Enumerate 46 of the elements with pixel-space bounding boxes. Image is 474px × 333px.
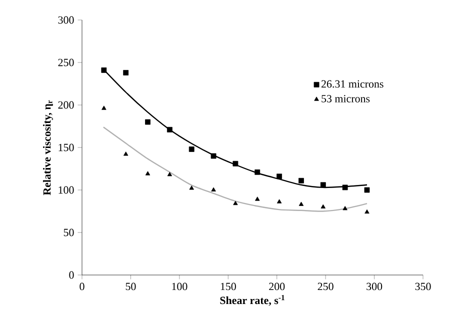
x-tick-label: 200: [269, 282, 285, 290]
y-tick-label: 200: [58, 101, 74, 109]
x-tick-label: 300: [366, 282, 382, 290]
x-tick-label: 100: [172, 282, 188, 290]
point: [233, 200, 238, 206]
point: [298, 202, 304, 206]
x-tick-label: 50: [126, 282, 136, 290]
point: [320, 204, 326, 208]
x-tick-label: 250: [318, 282, 334, 290]
point: [123, 70, 129, 76]
y-tick-label: 50: [64, 228, 74, 236]
point: [102, 106, 106, 110]
point: [342, 184, 348, 190]
point: [342, 206, 348, 210]
y-tick-label: 150: [58, 144, 74, 152]
point: [276, 199, 282, 204]
point: [276, 174, 282, 180]
text: Shear rate, s$^{-1}$: [220, 295, 284, 306]
legend-label: 53 microns: [322, 95, 370, 102]
x-tick-label: 150: [220, 282, 236, 290]
point: [254, 169, 260, 175]
y-tick-label: 300: [58, 16, 74, 24]
point: [232, 160, 238, 166]
line-series: [102, 126, 368, 212]
y-tick-label: 100: [58, 186, 74, 194]
point: [145, 119, 150, 125]
point: [255, 196, 260, 201]
text: Relative viscosity, η$_{r}$: [42, 100, 53, 196]
x-tick-label: 0: [80, 282, 84, 290]
x-tick-label: 350: [415, 282, 431, 290]
point: [145, 171, 150, 176]
legend-label: 26.31 microns: [322, 80, 384, 88]
point: [364, 187, 370, 193]
point: [101, 67, 107, 73]
point: [364, 209, 370, 214]
y-tick-label: 0: [69, 271, 74, 279]
point: [167, 172, 172, 176]
point: [188, 146, 194, 152]
point: [189, 186, 194, 190]
point: [298, 178, 304, 184]
point: [320, 182, 326, 188]
point: [210, 153, 216, 159]
y-tick-label: 250: [58, 58, 74, 66]
point: [166, 126, 172, 132]
point: [123, 152, 128, 156]
point: [211, 187, 216, 192]
